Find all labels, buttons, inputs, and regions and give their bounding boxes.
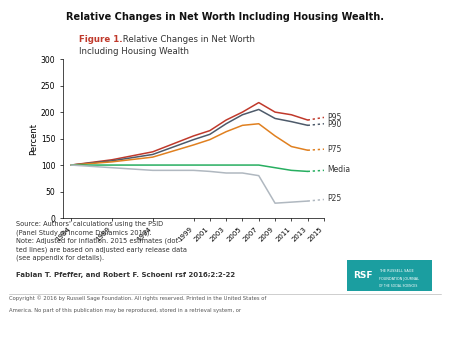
Text: THE RUSSELL SAGE: THE RUSSELL SAGE	[379, 269, 414, 273]
Text: Relative Changes in Net Worth: Relative Changes in Net Worth	[120, 35, 255, 45]
Text: Source: Authors' calculations using the PSID
(Panel Study of Income Dynamics 201: Source: Authors' calculations using the …	[16, 221, 187, 261]
Text: P90: P90	[327, 120, 342, 129]
Text: Including Housing Wealth: Including Housing Wealth	[79, 47, 189, 56]
Text: Media: Media	[327, 165, 351, 174]
Y-axis label: Percent: Percent	[29, 123, 38, 154]
Text: OF THE SOCIAL SCIENCES: OF THE SOCIAL SCIENCES	[379, 284, 417, 288]
Text: Figure 1.: Figure 1.	[79, 35, 122, 45]
Text: Fabian T. Pfeffer, and Robert F. Schoeni rsf 2016;2:2-22: Fabian T. Pfeffer, and Robert F. Schoeni…	[16, 272, 235, 278]
Text: P95: P95	[327, 113, 342, 122]
Text: Relative Changes in Net Worth Including Housing Wealth.: Relative Changes in Net Worth Including …	[66, 12, 384, 22]
Text: P75: P75	[327, 145, 342, 154]
Text: America. No part of this publication may be reproduced, stored in a retrieval sy: America. No part of this publication may…	[9, 308, 241, 313]
Text: Copyright © 2016 by Russell Sage Foundation. All rights reserved. Printed in the: Copyright © 2016 by Russell Sage Foundat…	[9, 296, 266, 301]
Text: RSF: RSF	[353, 271, 373, 280]
Text: FOUNDATION JOURNAL: FOUNDATION JOURNAL	[379, 277, 419, 281]
Text: P25: P25	[327, 194, 342, 203]
